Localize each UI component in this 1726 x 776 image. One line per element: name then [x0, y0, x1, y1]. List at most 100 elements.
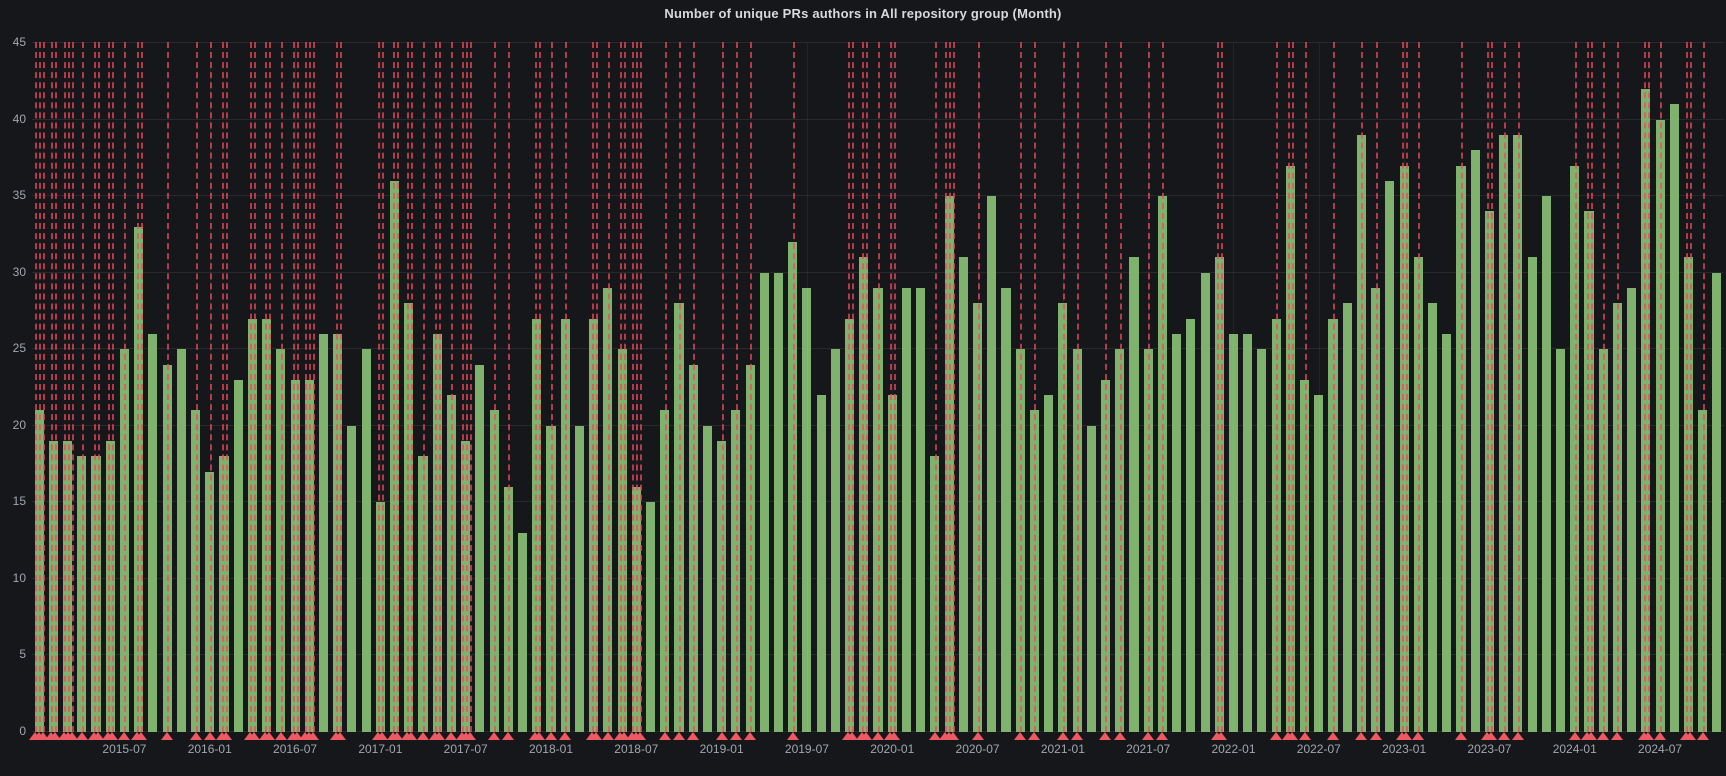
bar[interactable] [1513, 134, 1523, 732]
bar[interactable] [318, 333, 329, 732]
bar[interactable] [347, 425, 357, 732]
bar[interactable] [1698, 410, 1708, 732]
annotation-marker-icon[interactable] [532, 732, 545, 740]
annotation-marker-icon[interactable] [1056, 732, 1069, 740]
annotation-marker-icon[interactable] [687, 732, 700, 740]
annotation-marker-icon[interactable] [1156, 732, 1169, 740]
bar[interactable] [1243, 333, 1253, 732]
bar[interactable] [190, 410, 201, 732]
annotation-marker-icon[interactable] [786, 732, 799, 740]
annotation-marker-icon[interactable] [376, 732, 389, 740]
bar[interactable] [1456, 165, 1466, 732]
annotation-marker-icon[interactable] [1654, 732, 1667, 740]
bar[interactable] [1157, 196, 1167, 732]
annotation-marker-icon[interactable] [1454, 732, 1467, 740]
bar[interactable] [1399, 165, 1409, 732]
bar[interactable] [219, 456, 229, 732]
annotation-marker-icon[interactable] [333, 732, 346, 740]
annotation-marker-icon[interactable] [329, 732, 342, 740]
annotation-marker-icon[interactable] [45, 732, 58, 740]
annotation-marker-icon[interactable] [1481, 732, 1494, 740]
annotation-marker-icon[interactable] [1597, 732, 1610, 740]
annotation-marker-icon[interactable] [1211, 732, 1224, 740]
bar[interactable] [1555, 349, 1566, 732]
bar[interactable] [1584, 211, 1594, 732]
annotation-marker-icon[interactable] [203, 732, 216, 740]
annotation-marker-icon[interactable] [1298, 732, 1311, 740]
annotation-marker-icon[interactable] [118, 732, 131, 740]
bar[interactable] [987, 196, 997, 732]
bar[interactable] [290, 379, 300, 732]
annotation-marker-icon[interactable] [91, 732, 104, 740]
bar[interactable] [333, 333, 343, 732]
annotation-marker-icon[interactable] [634, 732, 647, 740]
annotation-marker-icon[interactable] [1215, 732, 1228, 740]
bar[interactable] [1129, 257, 1139, 732]
bar[interactable] [475, 364, 485, 732]
bar[interactable] [532, 318, 542, 732]
bar[interactable] [802, 287, 812, 732]
annotation-marker-icon[interactable] [87, 732, 100, 740]
annotation-marker-icon[interactable] [1028, 732, 1041, 740]
bar[interactable] [1271, 318, 1281, 732]
bar[interactable] [1683, 257, 1694, 732]
bar[interactable] [1214, 257, 1224, 732]
annotation-marker-icon[interactable] [400, 732, 413, 740]
annotation-marker-icon[interactable] [559, 732, 572, 740]
annotation-marker-icon[interactable] [1396, 732, 1409, 740]
bar[interactable] [233, 379, 243, 732]
bar[interactable] [1428, 303, 1438, 732]
annotation-marker-icon[interactable] [614, 732, 627, 740]
annotation-marker-icon[interactable] [618, 732, 631, 740]
annotation-marker-icon[interactable] [872, 732, 884, 740]
bar[interactable] [674, 303, 684, 732]
annotation-marker-icon[interactable] [589, 732, 602, 740]
bar[interactable] [1285, 165, 1295, 732]
bar[interactable] [1612, 303, 1622, 732]
bar[interactable] [873, 287, 883, 732]
annotation-marker-icon[interactable] [488, 732, 501, 740]
bar[interactable] [944, 196, 954, 732]
annotation-marker-icon[interactable] [1580, 732, 1593, 740]
bar[interactable] [1172, 333, 1182, 732]
annotation-marker-icon[interactable] [845, 732, 858, 740]
annotation-marker-icon[interactable] [102, 732, 115, 740]
bar[interactable] [446, 395, 456, 732]
annotation-marker-icon[interactable] [855, 732, 868, 740]
bar[interactable] [1442, 333, 1452, 732]
bar[interactable] [105, 441, 115, 732]
bar[interactable] [702, 425, 712, 732]
bar[interactable] [589, 318, 599, 732]
annotation-marker-icon[interactable] [1568, 732, 1581, 740]
annotation-marker-icon[interactable] [1641, 732, 1654, 740]
bar[interactable] [48, 441, 58, 732]
annotation-marker-icon[interactable] [1326, 732, 1339, 740]
bar[interactable] [1371, 287, 1381, 732]
annotation-marker-icon[interactable] [445, 732, 458, 740]
annotation-marker-icon[interactable] [729, 732, 742, 740]
annotation-marker-icon[interactable] [1113, 732, 1126, 740]
annotation-marker-icon[interactable] [1270, 732, 1283, 740]
bar[interactable] [731, 410, 741, 732]
annotation-marker-icon[interactable] [1400, 732, 1413, 740]
bar[interactable] [1029, 410, 1039, 732]
bar[interactable] [304, 379, 314, 732]
bar[interactable] [375, 502, 385, 732]
annotation-marker-icon[interactable] [299, 732, 312, 740]
annotation-marker-icon[interactable] [189, 732, 202, 740]
annotation-marker-icon[interactable] [429, 732, 442, 740]
annotation-marker-icon[interactable] [1511, 732, 1524, 740]
annotation-marker-icon[interactable] [161, 732, 174, 740]
bar[interactable] [1257, 349, 1267, 732]
bar[interactable] [788, 242, 798, 732]
bar[interactable] [617, 349, 627, 732]
bar[interactable] [77, 456, 87, 732]
bar[interactable] [887, 395, 897, 732]
bar[interactable] [1328, 318, 1338, 732]
annotation-marker-icon[interactable] [884, 732, 897, 740]
bar[interactable] [1001, 287, 1011, 732]
bar[interactable] [148, 333, 158, 732]
annotation-marker-icon[interactable] [859, 732, 872, 740]
annotation-marker-icon[interactable] [244, 732, 257, 740]
bar[interactable] [247, 318, 257, 732]
